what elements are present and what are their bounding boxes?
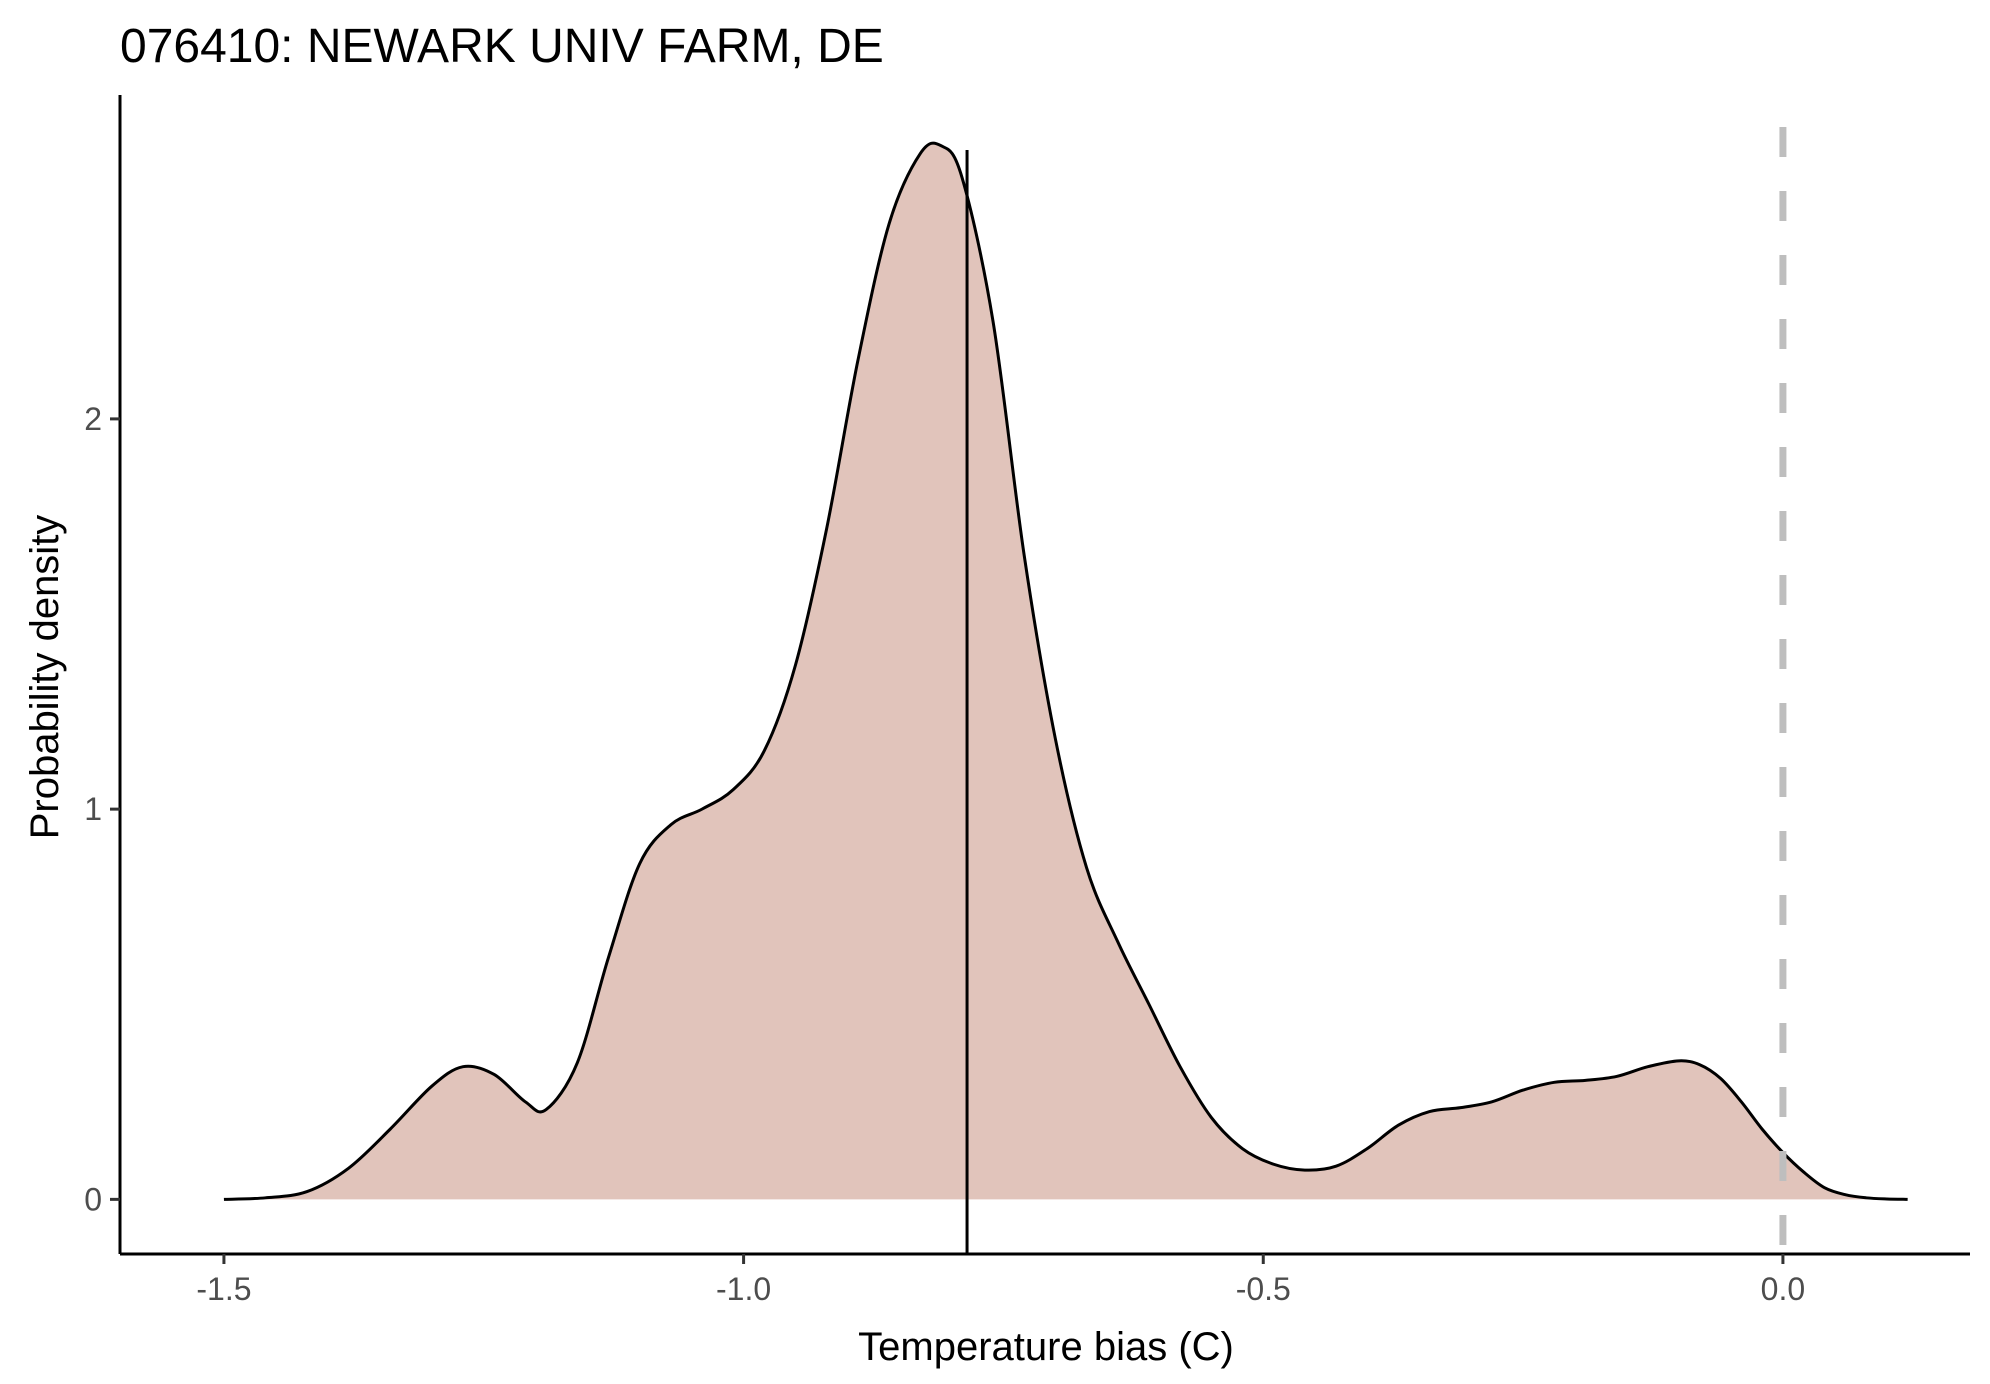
x-tick-label: -1.5 — [196, 1271, 251, 1307]
x-axis-ticks: -1.5 -1.0 -0.5 0.0 — [196, 1254, 1805, 1307]
y-axis-ticks: 0 1 2 — [84, 401, 120, 1217]
chart-title: 076410: NEWARK UNIV FARM, DE — [120, 20, 884, 73]
density-curve — [223, 141, 1908, 1201]
x-tick-label: -1.0 — [716, 1271, 771, 1307]
x-tick-label: 0.0 — [1761, 1271, 1805, 1307]
y-tick-label: 1 — [84, 791, 102, 827]
x-axis-label: Temperature bias (C) — [858, 1325, 1234, 1369]
y-tick-label: 0 — [84, 1181, 102, 1217]
y-axis-label: Probability density — [23, 515, 67, 840]
y-tick-label: 2 — [84, 401, 102, 437]
plot-area — [223, 127, 1908, 1254]
density-area — [223, 143, 1908, 1200]
x-tick-label: -0.5 — [1236, 1271, 1291, 1307]
